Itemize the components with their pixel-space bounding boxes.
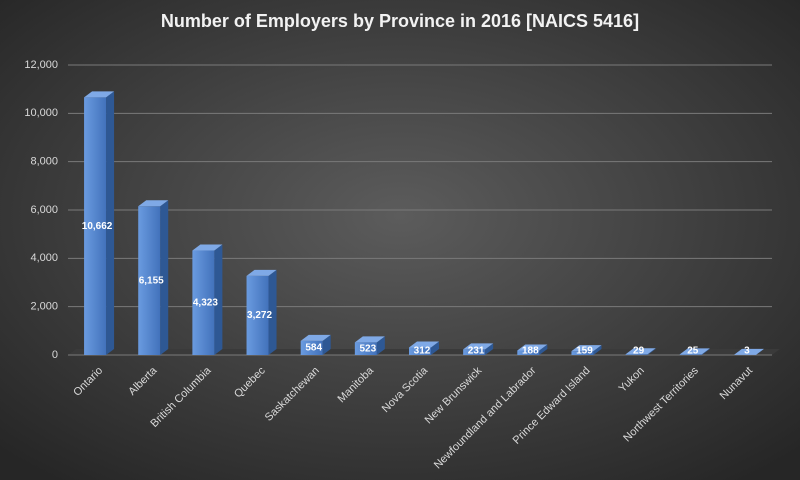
bar-side	[160, 200, 169, 355]
bar-top	[463, 343, 494, 350]
bar-side	[701, 348, 710, 355]
y-tick-label: 4,000	[30, 252, 58, 264]
bar-top	[625, 348, 656, 355]
bar	[84, 97, 107, 356]
y-tick-label: 8,000	[30, 156, 58, 168]
bar-side	[268, 269, 277, 355]
bar-side	[431, 341, 439, 355]
bar-side	[539, 344, 548, 355]
bar-top	[300, 334, 331, 341]
data-label: 584	[305, 343, 322, 354]
data-label: 29	[633, 346, 645, 357]
bar	[300, 340, 323, 355]
data-label: 3,272	[247, 310, 272, 321]
bar-top	[733, 348, 764, 355]
bar-top	[192, 244, 223, 251]
data-label: 523	[360, 343, 377, 354]
bar-side	[322, 334, 331, 355]
bar-side	[376, 336, 385, 355]
bar	[354, 342, 377, 355]
data-label: 6,155	[139, 275, 164, 286]
bar-top	[354, 336, 385, 343]
bar-side	[214, 244, 223, 355]
y-tick-label: 0	[52, 349, 58, 361]
data-label: 10,662	[82, 221, 113, 232]
bar-side	[485, 343, 494, 355]
bar-side	[647, 348, 656, 355]
bar	[679, 354, 702, 355]
bar	[409, 347, 431, 355]
y-tick-label: 12,000	[24, 59, 58, 71]
bar-side	[106, 91, 115, 356]
data-label: 312	[414, 346, 431, 357]
data-label: 4,323	[193, 297, 218, 308]
data-label: 25	[687, 346, 699, 357]
y-tick-label: 10,000	[24, 107, 58, 119]
bar	[571, 351, 594, 355]
bar	[246, 275, 269, 355]
bar-side	[593, 345, 602, 355]
data-label: 231	[468, 346, 485, 357]
y-tick-label: 6,000	[30, 204, 58, 216]
bar-top	[517, 344, 548, 351]
bar-top	[246, 269, 277, 276]
bar	[192, 250, 215, 355]
data-label: 188	[522, 346, 539, 357]
bar-top	[84, 91, 115, 98]
data-label: 3	[744, 346, 750, 357]
bar-top	[138, 200, 169, 207]
data-label: 159	[576, 346, 593, 357]
bar-side	[755, 348, 764, 355]
y-tick-label: 2,000	[30, 301, 58, 313]
bar	[625, 354, 648, 355]
bar	[463, 349, 486, 355]
chart-title: Number of Employers by Province in 2016 …	[161, 11, 639, 31]
bar	[517, 350, 540, 355]
bar-top	[571, 345, 602, 352]
bar-top	[409, 341, 439, 348]
bar	[138, 206, 161, 355]
bar-top	[679, 348, 710, 355]
